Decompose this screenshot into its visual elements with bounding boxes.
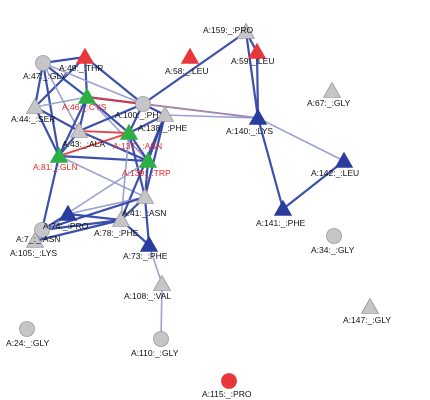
node-a-139-trp[interactable] — [138, 151, 158, 168]
edge-a-43-ala-to-a-139-trp — [77, 129, 150, 163]
node-label-a-44-ser: A:44:_:SER — [11, 114, 55, 124]
edge-a-47-gly-to-a-100-phe — [42, 62, 144, 105]
edge-a-49-thr-to-a-44-ser — [33, 55, 87, 109]
node-a-47-gly[interactable] — [35, 55, 51, 71]
node-label-a-43-ala: A:43:_:ALA — [62, 139, 105, 149]
node-a-81-gln[interactable] — [49, 146, 69, 163]
edge-a-138-phe-to-a-140-lys — [164, 114, 259, 119]
node-label-a-138-phe: A:138:_:PHE — [138, 123, 187, 133]
edge-a-78-phe-to-a-74-pro — [66, 212, 123, 222]
edge-a-46-cys-to-a-139-trp — [86, 96, 149, 162]
node-label-a-67-gly: A:67:_:GLY — [307, 98, 351, 108]
edge-a-108-val-to-a-110-gly — [160, 283, 163, 340]
edge-a-142-leu-to-a-141-phe — [281, 159, 346, 211]
node-a-41-asn[interactable] — [135, 187, 155, 204]
node-label-a-115-pro: A:115:_:PRO — [202, 389, 252, 399]
node-label-a-47-gly: A:47:_:GLY — [23, 71, 67, 81]
edge-a-81-gln-to-a-41-asn — [58, 155, 146, 198]
node-label-a-100-phe: A:100:_:PH — [115, 110, 158, 120]
node-label-a-78-phe: A:78:_:PHE — [94, 228, 139, 238]
edge-a-138-phe-to-a-41-asn — [143, 113, 167, 199]
edge-a-47-gly-to-a-81-gln — [41, 61, 61, 158]
edge-a-46-cys-to-a-44-ser — [34, 96, 88, 108]
edge-a-41-asn-to-a-7-asn — [40, 195, 147, 232]
edge-a-100-phe-to-a-140-lys — [142, 103, 259, 119]
node-a-108-val[interactable] — [152, 274, 172, 291]
node-label-a-142-leu: A:142:_:LEU — [311, 168, 359, 178]
node-label-a-74-pro: A:74:_:PRO — [43, 221, 89, 231]
edge-a-49-thr-to-a-100-phe — [83, 55, 145, 106]
node-a-44-ser[interactable] — [25, 97, 45, 114]
node-a-115-pro[interactable] — [221, 373, 237, 389]
node-layer — [19, 22, 380, 389]
node-label-a-141-phe: A:141:_:PHE — [256, 218, 305, 228]
node-a-142-leu[interactable] — [334, 151, 354, 168]
node-a-140-lys[interactable] — [248, 108, 268, 125]
edge-a-140-lys-to-a-141-phe — [256, 116, 285, 211]
node-label-a-34-gly: A:34:_:GLY — [311, 245, 355, 255]
node-label-a-7-asn: A:7_:_:ASN — [16, 234, 60, 244]
node-a-34-gly[interactable] — [326, 228, 342, 244]
edge-a-47-gly-to-a-43-ala — [42, 62, 80, 132]
node-label-a-147-gly: A:147:_:GLY — [343, 315, 391, 325]
node-a-7-asn[interactable] — [34, 222, 50, 238]
node-a-58-leu[interactable] — [180, 47, 200, 64]
edge-a-81-gln-to-a-139-trp — [57, 154, 150, 163]
node-a-159-pro[interactable] — [236, 22, 256, 39]
node-a-24-gly[interactable] — [19, 321, 35, 337]
node-label-a-41-asn: A:41:_:ASN — [122, 208, 166, 218]
node-a-78-phe[interactable] — [111, 210, 131, 227]
node-a-46-cys[interactable] — [77, 87, 97, 104]
label-layer: A:159:_:PRO A:59:_:LEU A:58:_:LEU A:49:_:TH… — [6, 25, 391, 399]
node-label-a-140-lys: A:140:_:LYS — [226, 126, 273, 136]
node-label-a-81-gln: A:81:_:GLN — [33, 162, 77, 172]
node-a-73-phe[interactable] — [139, 235, 159, 252]
node-a-110-gly[interactable] — [153, 331, 169, 347]
node-label-a-46-cys: A:46:_:CYS — [62, 102, 107, 112]
edge-a-159-pro-to-a-100-phe — [141, 30, 248, 106]
node-a-147-gly[interactable] — [360, 297, 380, 314]
node-label-a-73-phe: A:73:_:PHE — [123, 251, 168, 261]
node-a-43-ala[interactable] — [69, 121, 89, 138]
node-label-a-110-gly: A:110:_:GLY — [131, 348, 179, 358]
node-label-a-59-leu: A:59:_:LEU — [231, 56, 274, 66]
edge-a-44-ser-to-a-81-gln — [33, 105, 61, 158]
node-label-a-108-val: A:108:_:VAL — [124, 291, 171, 301]
node-label-a-139-trp: A:139:_:TRP — [122, 168, 171, 178]
edge-a-78-phe-to-a-7-asn — [40, 218, 123, 232]
node-a-137-asn[interactable] — [119, 123, 139, 140]
node-a-59-leu[interactable] — [247, 42, 267, 59]
edge-a-78-phe-to-a-105-lys — [33, 218, 123, 243]
node-label-a-105-lys: A:105:_:LYS — [10, 248, 57, 258]
node-a-138-phe[interactable] — [155, 105, 175, 122]
edge-a-81-gln-to-a-137-asn — [58, 132, 130, 157]
node-a-49-thr[interactable] — [75, 47, 95, 64]
edge-a-140-lys-to-a-142-leu — [257, 117, 345, 162]
edge-a-137-asn-to-a-41-asn — [127, 131, 147, 199]
edge-a-41-asn-to-a-74-pro — [67, 196, 146, 215]
node-a-141-phe[interactable] — [273, 199, 293, 216]
edge-a-43-ala-to-a-137-asn — [78, 130, 130, 134]
edge-layer — [33, 30, 346, 340]
edge-a-47-gly-to-a-46-cys — [41, 61, 89, 99]
node-label-a-159-pro: A:159:_:PRO — [203, 25, 253, 35]
node-label-a-49-thr: A:49:_:THR — [59, 63, 103, 73]
node-a-105-lys[interactable] — [25, 231, 45, 248]
node-label-a-58-leu: A:58:_:LEU — [165, 66, 208, 76]
edge-a-159-pro-to-a-140-lys — [244, 30, 260, 120]
node-a-67-gly[interactable] — [322, 81, 342, 98]
node-a-74-pro[interactable] — [58, 204, 78, 221]
edge-a-100-phe-to-a-43-ala — [77, 102, 145, 133]
node-label-a-24-gly: A:24:_:GLY — [6, 338, 50, 348]
edge-a-81-gln-to-a-7-asn — [40, 154, 61, 232]
node-label-a-137-asn: A:137:_:ASN — [113, 141, 162, 151]
node-a-100-phe[interactable] — [135, 96, 151, 112]
edge-a-59-leu-to-a-140-lys — [255, 50, 260, 120]
